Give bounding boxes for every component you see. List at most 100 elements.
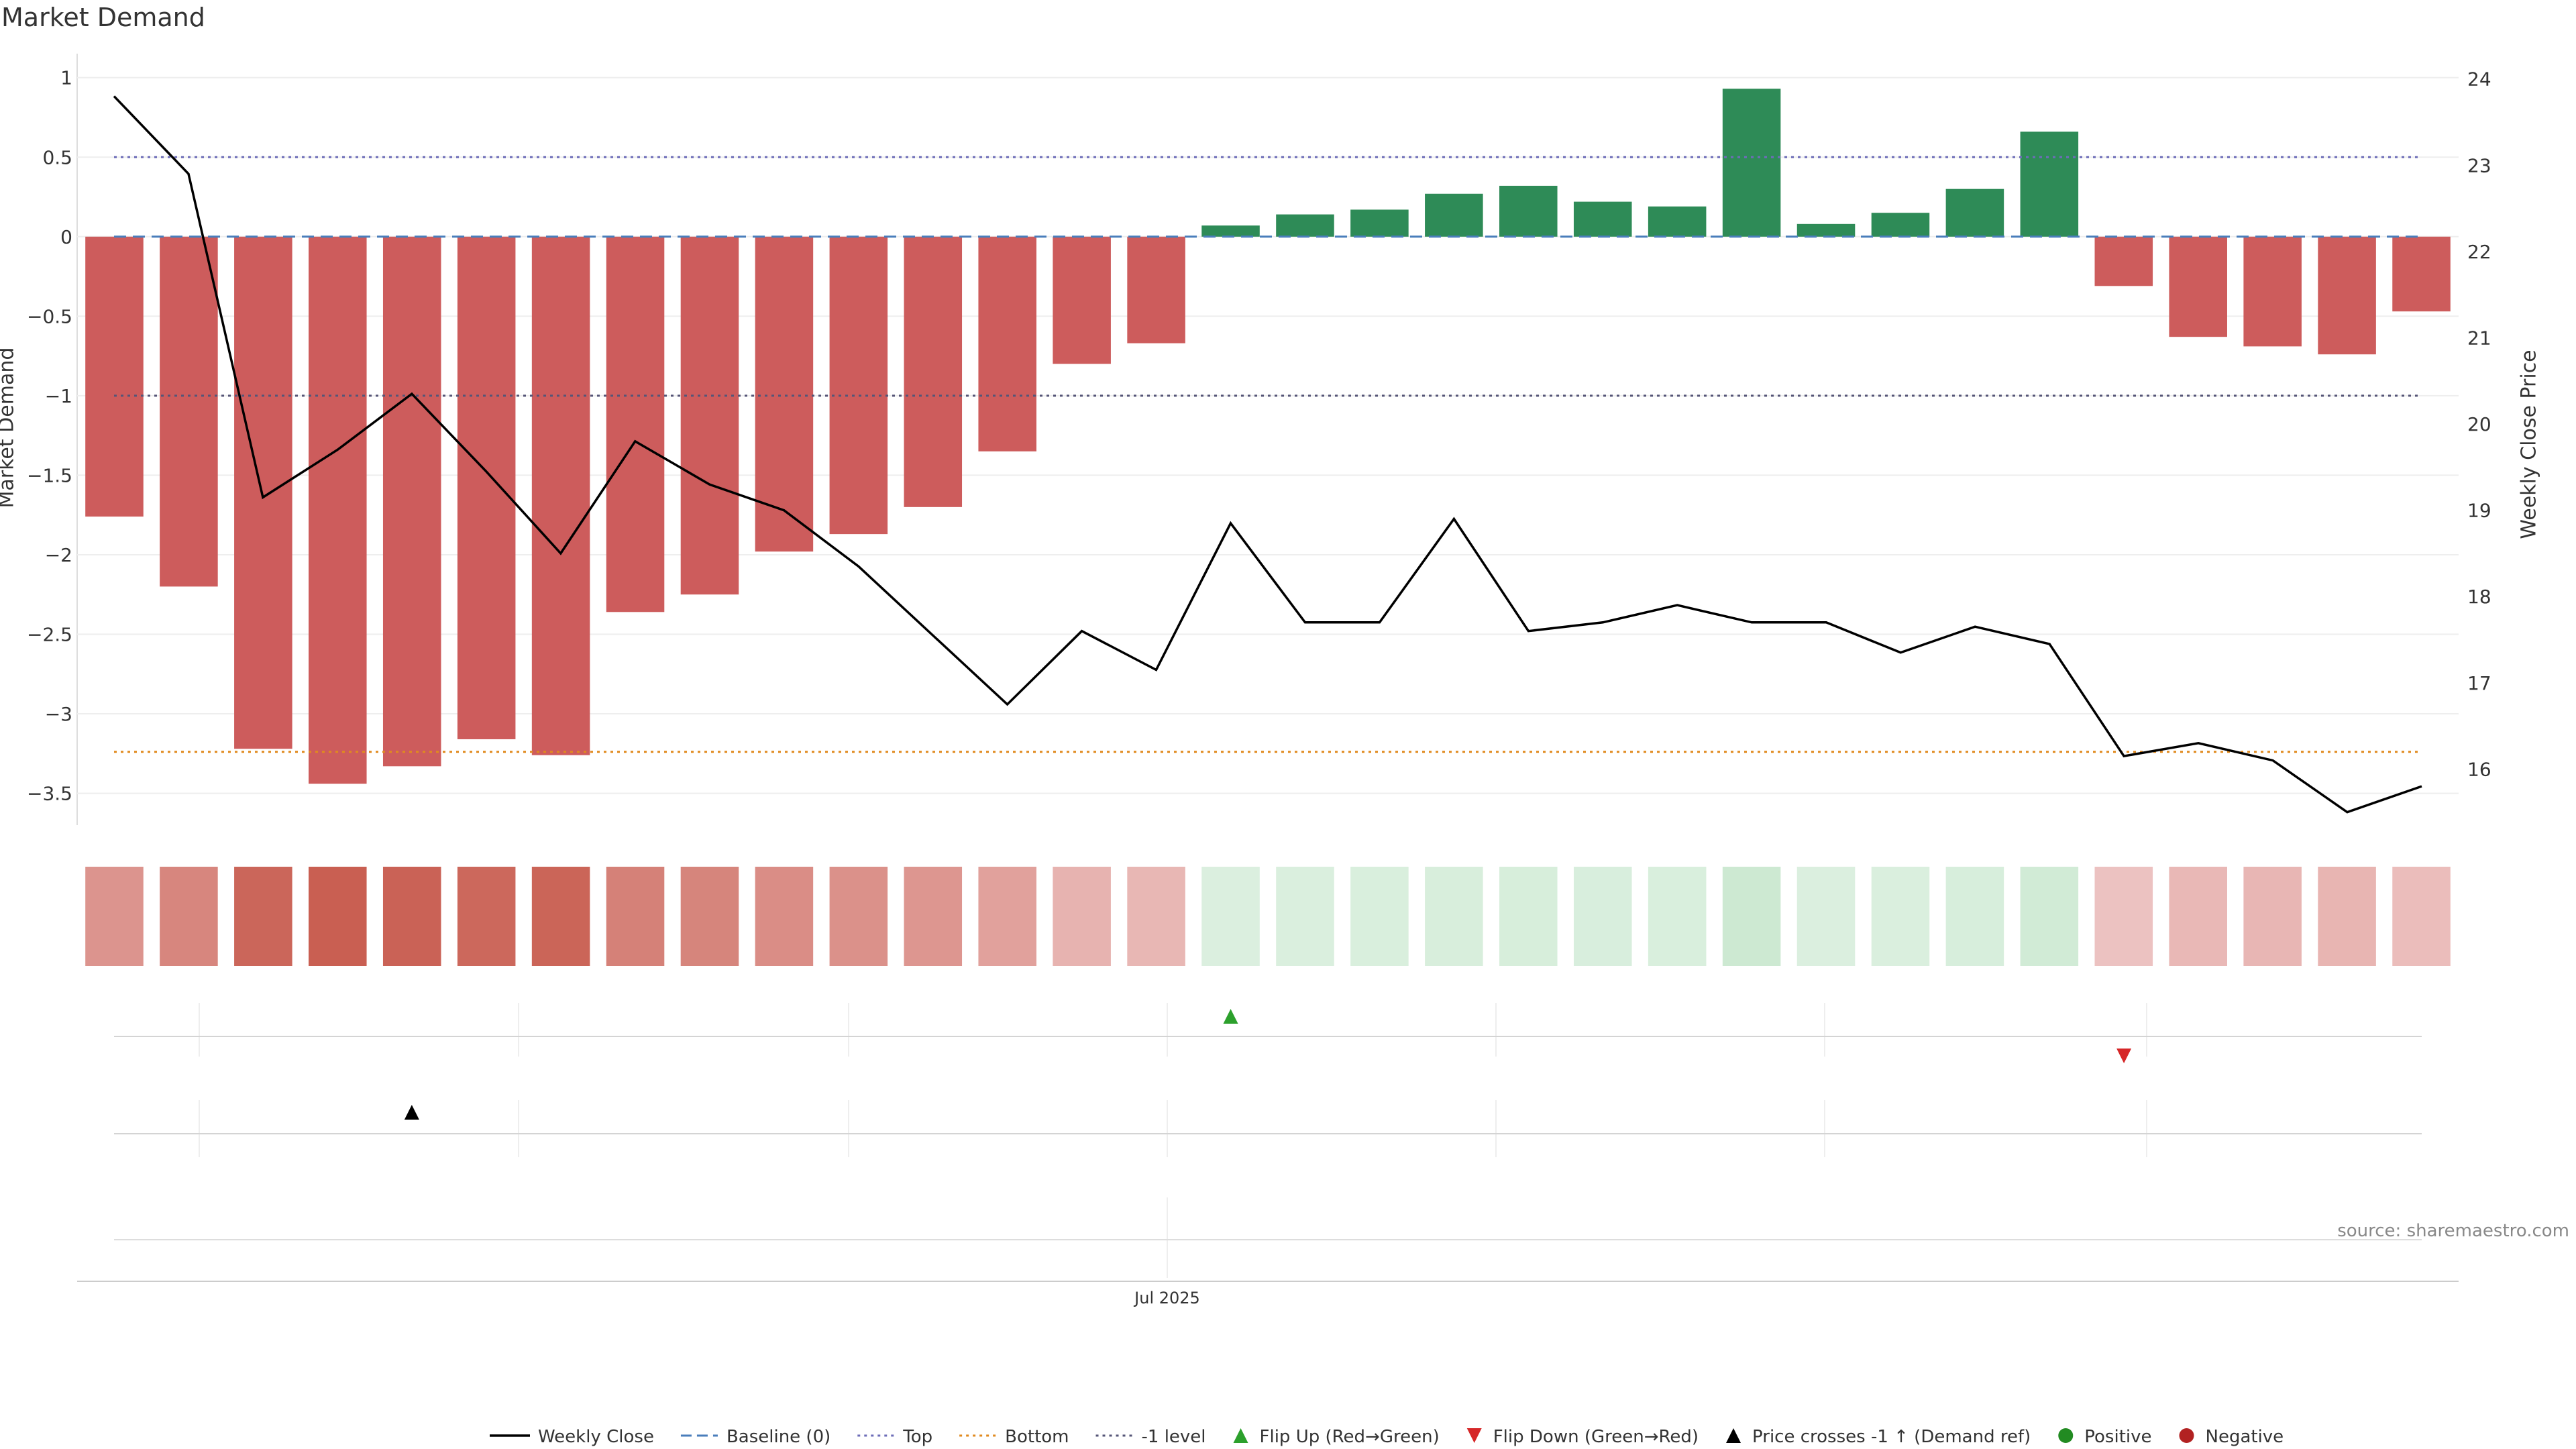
y2-tick-label: 18 [2467,586,2491,608]
demand-bar [2169,236,2227,337]
heat-cell [1796,867,1856,966]
demand-bar [1276,214,1334,237]
heat-cell [1276,867,1334,966]
heat-cell [1499,867,1558,966]
heat-cell [85,867,144,966]
flip-down-marker [2116,1049,2132,1063]
legend-label: Flip Down (Green→Red) [1493,1427,1699,1447]
demand-bar [1127,236,1185,343]
heat-cell [2318,867,2376,966]
heat-cell [1350,867,1409,966]
x-tick-label: Jul 2025 [1133,1289,1200,1307]
demand-bar [2392,236,2451,312]
legend-label: Price crosses -1 ↑ (Demand ref) [1752,1427,2031,1447]
legend-label: Positive [2084,1427,2151,1447]
y2-tick-label: 17 [2467,672,2491,694]
demand-bar [1871,213,1930,237]
heat-cell [978,867,1036,966]
demand-bar [1201,225,1260,237]
y-tick-label: 0.5 [42,146,72,168]
demand-bar [2094,236,2153,286]
y2-tick-label: 23 [2467,154,2491,176]
heat-cell [1648,867,1707,966]
heat-cell [606,867,665,966]
demand-bar [2020,131,2079,237]
demand-bar [1350,209,1409,237]
legend-label: Bottom [1005,1427,1069,1447]
demand-bar [1425,193,1483,237]
demand-bar [2318,236,2376,355]
weekly-close-line [113,95,2422,814]
y-tick-label: −1.5 [27,464,72,486]
legend-label: Flip Up (Red→Green) [1260,1427,1440,1447]
demand-bar [755,236,814,552]
y-tick-label: −2.5 [27,624,72,646]
legend-key-triangle [1726,1428,1741,1443]
demand-bar [1053,236,1111,364]
heat-cell [1722,867,1781,966]
y-tick-label: −0.5 [27,305,72,327]
price-cross-marker [404,1105,419,1120]
flip-up-marker [1223,1009,1238,1024]
legend-label: Baseline (0) [727,1427,830,1447]
y-tick-label: 0 [60,226,72,248]
heat-cell [382,867,441,966]
heat-cell [1945,867,2004,966]
demand-bar [1499,185,1558,237]
heat-cell [160,867,218,966]
heat-cell [1425,867,1483,966]
demand-bar [978,236,1036,451]
y2-tick-label: 20 [2467,413,2491,435]
y-tick-label: −1 [45,385,72,407]
y2-tick-label: 22 [2467,241,2491,263]
demand-bar [1945,189,2004,237]
demand-bar [309,236,367,784]
demand-bar [1573,201,1632,237]
heat-cell [457,867,516,966]
legend-label: Negative [2206,1427,2284,1447]
heat-cell [2392,867,2451,966]
heat-cell [1053,867,1111,966]
y2-tick-label: 21 [2467,327,2491,349]
y-tick-label: 1 [60,67,72,89]
demand-bar [606,236,665,612]
legend-key-triangle [1233,1428,1248,1443]
demand-bar [382,236,441,767]
heat-cell [2243,867,2302,966]
legend-label: Weekly Close [538,1427,654,1447]
demand-bar [904,236,963,507]
y2-tick-label: 19 [2467,500,2491,522]
heat-cell [1127,867,1185,966]
heat-cell [531,867,590,966]
legend-key-circle [2058,1428,2074,1443]
legend-key-circle [2179,1428,2194,1443]
heat-cell [680,867,739,966]
heat-cell [829,867,888,966]
heat-cell [904,867,963,966]
heat-cell [234,867,292,966]
y-tick-label: −3.5 [27,783,72,805]
chart-title: Market Demand [1,3,205,32]
demand-bar [85,236,144,517]
demand-bar [531,236,590,755]
heat-cell [2169,867,2227,966]
y-tick-label: −2 [45,544,72,566]
heat-cell [755,867,814,966]
demand-bar [1722,89,1781,237]
legend-label: Top [902,1427,932,1447]
demand-bar [2243,236,2302,347]
demand-bar [680,236,739,595]
heat-cell [2094,867,2153,966]
heat-cell [1201,867,1260,966]
source-note: source: sharemaestro.com [2337,1221,2569,1241]
y-tick-label: −3 [45,703,72,725]
demand-bar [160,236,218,587]
heat-cell [1573,867,1632,966]
demand-bar [1648,206,1707,237]
heat-cell [2020,867,2079,966]
heat-cell [309,867,367,966]
legend-label: -1 level [1142,1427,1206,1447]
demand-bar [457,236,516,739]
demand-bar [829,236,888,535]
